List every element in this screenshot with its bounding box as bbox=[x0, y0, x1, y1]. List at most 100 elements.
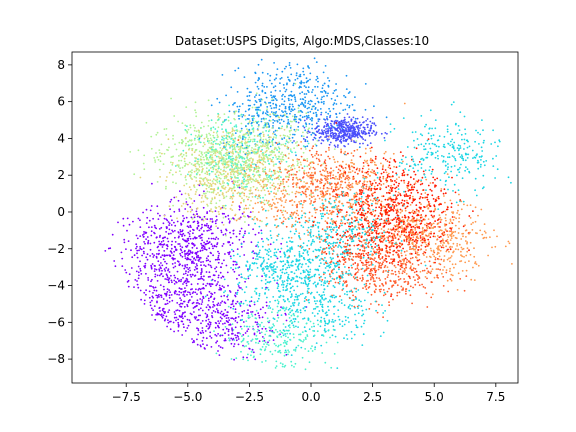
data-point bbox=[336, 215, 339, 218]
data-point bbox=[209, 335, 212, 338]
data-point bbox=[267, 344, 270, 346]
data-point bbox=[189, 321, 192, 324]
data-point bbox=[253, 163, 256, 165]
data-point bbox=[324, 324, 326, 327]
data-point bbox=[234, 295, 237, 298]
data-point bbox=[257, 342, 260, 344]
data-point bbox=[346, 242, 349, 245]
data-point bbox=[265, 185, 268, 188]
data-point bbox=[151, 314, 153, 316]
data-point bbox=[289, 67, 292, 69]
data-point bbox=[195, 237, 198, 239]
data-point bbox=[403, 260, 405, 263]
data-point bbox=[339, 253, 342, 256]
data-point bbox=[274, 299, 277, 302]
data-point bbox=[232, 138, 235, 141]
data-point bbox=[285, 225, 288, 228]
data-point bbox=[196, 283, 199, 285]
data-point bbox=[146, 236, 149, 238]
data-point bbox=[209, 275, 211, 278]
data-point bbox=[279, 197, 282, 199]
data-point bbox=[266, 281, 269, 284]
data-point bbox=[266, 249, 269, 252]
data-point bbox=[185, 282, 188, 285]
data-point bbox=[269, 203, 272, 206]
data-point bbox=[181, 122, 184, 124]
data-point bbox=[268, 319, 271, 322]
data-point bbox=[288, 123, 291, 125]
data-point bbox=[352, 240, 354, 243]
data-point bbox=[208, 150, 211, 153]
data-point bbox=[382, 175, 385, 178]
data-point bbox=[206, 344, 208, 347]
data-point bbox=[387, 172, 390, 175]
data-point bbox=[294, 223, 297, 226]
data-point bbox=[418, 201, 421, 204]
data-point bbox=[233, 141, 236, 143]
data-point bbox=[217, 281, 219, 283]
data-point bbox=[297, 162, 299, 165]
data-point bbox=[379, 222, 382, 225]
data-point bbox=[267, 243, 270, 246]
data-point bbox=[229, 169, 231, 171]
data-point bbox=[224, 233, 227, 235]
data-point bbox=[247, 122, 250, 125]
data-point bbox=[232, 229, 235, 232]
data-point bbox=[341, 325, 344, 327]
data-point bbox=[159, 310, 161, 312]
data-point bbox=[283, 87, 286, 89]
data-point bbox=[395, 178, 398, 181]
data-point bbox=[369, 159, 372, 162]
data-point bbox=[365, 246, 368, 249]
data-point bbox=[222, 158, 225, 161]
data-point bbox=[216, 97, 219, 100]
data-point bbox=[109, 247, 112, 250]
data-point bbox=[316, 291, 319, 294]
data-point bbox=[259, 353, 262, 356]
data-point bbox=[232, 260, 235, 263]
data-point bbox=[314, 224, 317, 227]
data-point bbox=[167, 311, 170, 313]
data-point bbox=[363, 283, 366, 286]
data-point bbox=[306, 285, 309, 288]
data-point bbox=[412, 276, 415, 278]
data-point bbox=[329, 174, 332, 177]
data-point bbox=[241, 180, 244, 182]
data-point bbox=[196, 343, 199, 346]
data-point bbox=[465, 269, 468, 272]
data-point bbox=[285, 271, 288, 274]
data-point bbox=[294, 295, 297, 298]
data-point bbox=[360, 241, 363, 243]
data-point bbox=[262, 131, 264, 134]
data-point bbox=[329, 261, 332, 264]
data-point bbox=[415, 245, 418, 248]
data-point bbox=[251, 192, 254, 195]
data-point bbox=[387, 197, 390, 200]
data-point bbox=[437, 197, 440, 200]
data-point bbox=[338, 300, 341, 303]
data-point bbox=[326, 176, 329, 179]
data-point bbox=[255, 262, 258, 265]
data-point bbox=[215, 236, 218, 239]
data-point bbox=[394, 273, 397, 276]
data-point bbox=[378, 246, 380, 249]
data-point bbox=[343, 256, 345, 259]
data-point bbox=[225, 143, 228, 146]
data-point bbox=[307, 89, 309, 92]
data-point bbox=[286, 212, 289, 214]
data-point bbox=[202, 167, 204, 170]
data-point bbox=[341, 253, 344, 255]
data-point bbox=[432, 253, 434, 256]
data-point bbox=[351, 208, 354, 211]
data-point bbox=[290, 90, 293, 93]
data-point bbox=[271, 330, 274, 332]
data-point bbox=[358, 146, 361, 149]
data-point bbox=[289, 332, 291, 335]
data-point bbox=[126, 229, 128, 232]
data-point bbox=[468, 260, 470, 262]
data-point bbox=[374, 172, 377, 174]
data-point bbox=[400, 233, 403, 236]
data-point bbox=[182, 323, 185, 326]
data-point bbox=[338, 175, 341, 178]
data-point bbox=[418, 211, 420, 213]
